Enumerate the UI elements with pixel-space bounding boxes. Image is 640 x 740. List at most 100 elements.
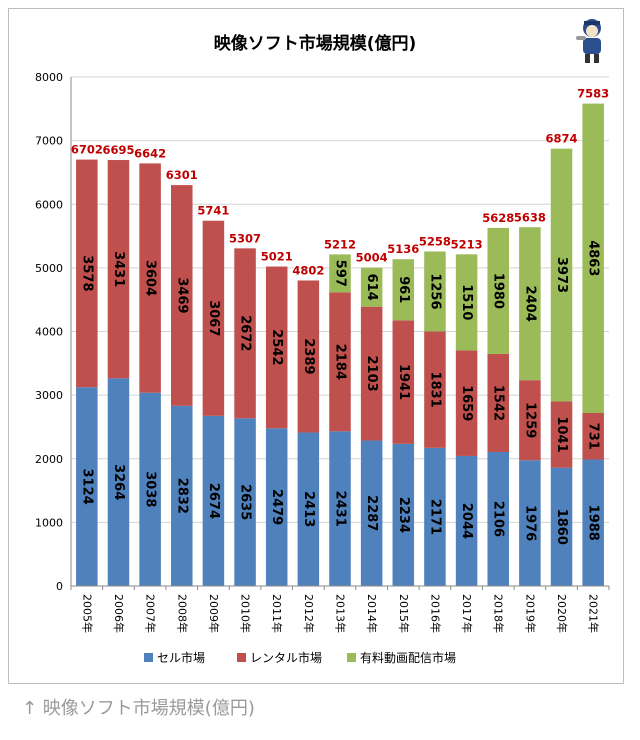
total-value-label: 5628	[482, 211, 514, 225]
segment-value-label: 1941	[396, 364, 411, 400]
total-value-label: 6695	[102, 143, 134, 157]
total-value-label: 6642	[134, 146, 166, 160]
segment-value-label: 4863	[586, 240, 601, 276]
bar-segment	[202, 415, 225, 586]
x-tick-label: 2012年	[302, 594, 316, 633]
bar-group: 2044 1659 1510 5213	[451, 237, 483, 586]
bar-segment	[519, 227, 541, 381]
bar-group: 3264 3431 6695	[102, 143, 134, 586]
segment-value-label: 3431	[111, 251, 126, 287]
segment-value-label: 2635	[238, 484, 253, 520]
segment-value-label: 597	[333, 260, 348, 287]
bar-segment	[329, 292, 351, 432]
segment-value-label: 2431	[333, 491, 348, 527]
bar-segment	[582, 413, 604, 460]
segment-value-label: 1041	[554, 416, 569, 452]
segment-value-label: 3067	[206, 300, 221, 336]
y-tick-label: 7000	[35, 135, 63, 148]
total-value-label: 6702	[71, 143, 103, 157]
bar-segment	[107, 160, 130, 379]
total-value-label: 5136	[387, 242, 419, 256]
bar-segment	[582, 459, 604, 586]
x-tick-label: 2009年	[207, 594, 221, 633]
x-tick-label: 2007年	[144, 594, 158, 633]
x-tick-label: 2019年	[523, 594, 537, 633]
segment-value-label: 1256	[427, 273, 442, 309]
bar-segment	[487, 353, 509, 453]
segment-value-label: 961	[396, 276, 411, 303]
stacked-bar-chart: 映像ソフト市場規模(億円) 0 1000 2000 3000 4000 5000 6000 7…	[35, 33, 610, 665]
bar-group: 1976 1259 2404 5638	[514, 210, 546, 586]
segment-value-label: 2404	[522, 286, 537, 322]
y-axis: 0 1000 2000 3000 4000 5000 6000 7000 8000	[35, 71, 72, 593]
segment-value-label: 1831	[427, 372, 442, 408]
segment-value-label: 614	[364, 274, 379, 301]
bar-group: 2431 2184 597 5212	[324, 237, 356, 586]
segment-value-label: 3264	[111, 464, 126, 500]
segment-value-label: 2674	[206, 483, 221, 519]
mascot-icon	[576, 19, 601, 63]
bar-segment	[360, 440, 383, 586]
bar-segment	[139, 392, 161, 586]
x-tick-label: 2016年	[428, 594, 442, 633]
bar-group: 2234 1941 961 5136	[387, 242, 419, 586]
x-tick-label: 2020年	[555, 594, 569, 633]
total-value-label: 5258	[419, 234, 451, 248]
bar-segment	[76, 159, 98, 388]
segment-value-label: 3469	[174, 277, 189, 313]
segment-value-label: 2413	[301, 491, 316, 527]
segment-value-label: 2234	[396, 497, 411, 533]
bar-segment	[329, 431, 351, 586]
segment-value-label: 3973	[554, 257, 569, 293]
legend-label: セル市場	[157, 650, 205, 665]
total-value-label: 6874	[546, 132, 578, 146]
segment-value-label: 1860	[554, 509, 569, 545]
segment-value-label: 2832	[174, 478, 189, 514]
x-tick-label: 2018年	[492, 594, 506, 633]
total-value-label: 7583	[577, 87, 609, 101]
total-value-label: 5638	[514, 210, 546, 224]
y-tick-label: 6000	[35, 198, 63, 211]
total-value-label: 5021	[261, 250, 293, 264]
bar-segment	[550, 148, 573, 402]
total-value-label: 5212	[324, 237, 356, 251]
bar-segment	[139, 163, 161, 393]
total-value-label: 5213	[451, 237, 483, 251]
segment-value-label: 2479	[269, 489, 284, 525]
chart-frame: 映像ソフト市場規模(億円) 0 1000 2000 3000 4000 5000 6000 7…	[8, 8, 624, 684]
chart-title: 映像ソフト市場規模(億円)	[214, 33, 417, 54]
bar-group: 1860 1041 3973 6874	[546, 132, 578, 586]
bar-segment	[582, 103, 604, 414]
x-tick-label: 2014年	[365, 594, 379, 633]
bar-segment	[392, 320, 415, 444]
bar-segment	[424, 331, 446, 448]
segment-value-label: 2106	[491, 501, 506, 537]
bar-segment	[455, 350, 478, 456]
segment-value-label: 2542	[269, 329, 284, 365]
bar-group: 1988 731 4863 7583	[577, 87, 609, 586]
bar-segment	[297, 432, 320, 586]
bar-segment	[107, 378, 130, 586]
segment-value-label: 1542	[491, 385, 506, 421]
figure-caption: ↑ 映像ソフト市場規模(億円)	[22, 698, 255, 719]
bar-segment	[519, 460, 541, 586]
total-value-label: 5307	[229, 231, 261, 245]
bar-segment	[265, 428, 288, 586]
bar-group: 3038 3604 6642	[134, 146, 166, 586]
bar-group: 2106 1542 1980 5628	[482, 211, 514, 586]
bar-segment	[297, 280, 320, 433]
bar-segment	[360, 306, 383, 441]
segment-value-label: 1988	[586, 505, 601, 541]
bar-segment	[234, 418, 256, 586]
segment-value-label: 3604	[143, 260, 158, 296]
y-tick-label: 0	[56, 580, 63, 593]
x-tick-label: 2013年	[334, 594, 348, 633]
bar-group: 2171 1831 1256 5258	[419, 234, 451, 586]
y-tick-label: 3000	[35, 389, 63, 402]
bar-segment	[265, 266, 288, 429]
legend-label: 有料動画配信市場	[360, 650, 456, 665]
legend-swatch	[237, 653, 246, 662]
bar-group: 2674 3067 5741	[197, 204, 229, 586]
bar-group: 2635 2672 5307	[229, 231, 261, 586]
legend-label: レンタル市場	[250, 650, 322, 665]
